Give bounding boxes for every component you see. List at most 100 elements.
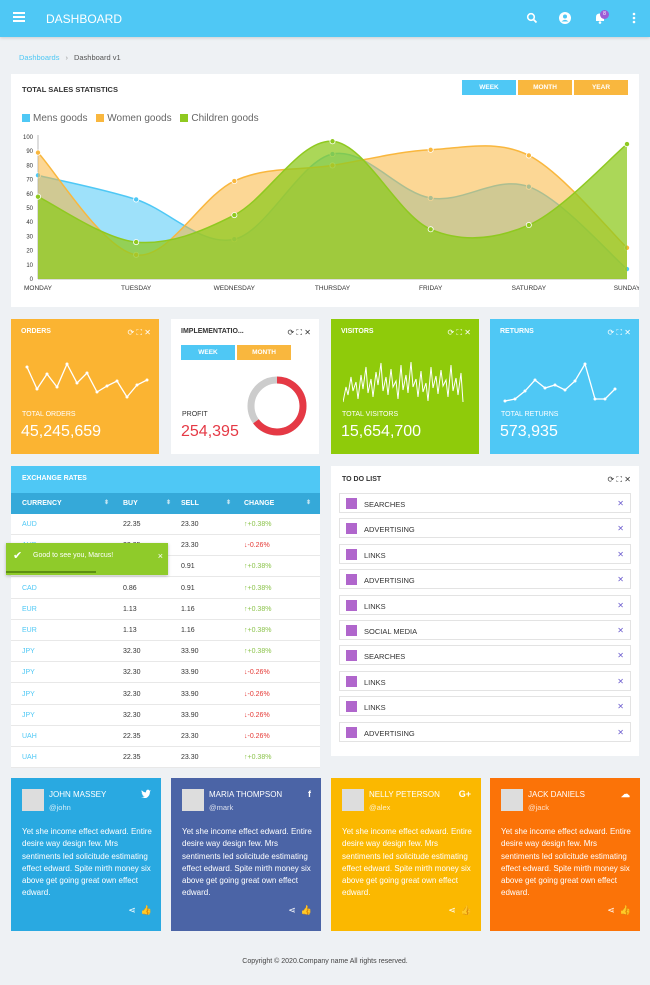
todo-checkbox[interactable] (346, 701, 357, 713)
delete-icon[interactable]: ✕ (617, 575, 624, 585)
data-point[interactable] (133, 239, 140, 246)
delete-icon[interactable]: ✕ (617, 651, 624, 661)
card-controls[interactable]: ⟳ ⛶ ✕ (287, 328, 311, 337)
sort-icon[interactable]: ⬍ (104, 500, 110, 506)
tab-year[interactable]: YEAR (574, 80, 628, 95)
todo-checkbox[interactable] (346, 574, 357, 586)
toast-close-button[interactable]: × (157, 551, 163, 561)
data-point[interactable] (133, 196, 140, 203)
todo-item[interactable]: ADVERTISING ✕ (339, 721, 631, 742)
card-controls[interactable]: ⟳ ⛶ ✕ (127, 328, 151, 337)
search-icon[interactable] (525, 11, 539, 25)
data-point[interactable] (34, 193, 41, 200)
data-point[interactable] (427, 146, 434, 153)
todo-checkbox[interactable] (346, 625, 357, 636)
delete-icon[interactable]: ✕ (617, 524, 624, 534)
data-point[interactable] (624, 141, 631, 148)
delete-icon[interactable]: ✕ (617, 499, 624, 508)
currency-cell[interactable]: EUR (22, 627, 37, 634)
arrow-up-icon: ↑ (244, 584, 248, 592)
todo-item[interactable]: LINKS ✕ (339, 670, 631, 691)
todo-item[interactable]: SOCIAL MEDIA ✕ (339, 620, 631, 640)
data-point[interactable] (34, 149, 41, 156)
delete-icon[interactable]: ✕ (617, 676, 624, 686)
like-icon[interactable]: 👍 (300, 905, 312, 915)
tab-month[interactable]: MONTH (518, 80, 572, 95)
delete-icon[interactable]: ✕ (617, 702, 624, 712)
legend-item-mens[interactable]: Mens goods (22, 113, 87, 124)
todo-checkbox[interactable] (346, 523, 357, 535)
delete-icon[interactable]: ✕ (617, 600, 624, 610)
todo-item[interactable]: ADVERTISING ✕ (339, 518, 631, 539)
todo-checkbox[interactable] (346, 548, 357, 560)
col-buy[interactable]: BUY (123, 500, 138, 507)
col-sell[interactable]: SELL (181, 500, 199, 507)
todo-checkbox[interactable] (346, 726, 357, 738)
todo-item[interactable]: LINKS ✕ (339, 696, 631, 717)
data-point[interactable] (231, 212, 238, 219)
todo-item[interactable]: SEARCHES ✕ (339, 493, 631, 513)
tab-week[interactable]: WEEK (462, 80, 516, 95)
like-icon[interactable]: 👍 (460, 905, 472, 915)
data-point[interactable] (525, 222, 532, 229)
delete-icon[interactable]: ✕ (617, 626, 624, 635)
google-plus-icon[interactable]: G+ (458, 789, 471, 799)
currency-cell[interactable]: AUD (22, 521, 37, 528)
currency-cell[interactable]: CAD (22, 584, 37, 592)
card-controls[interactable]: ⟳ ⛶ ✕ (607, 328, 631, 337)
profit-value: 254,395 (181, 423, 239, 440)
card-controls[interactable]: ⟳ ⛶ ✕ (607, 475, 631, 484)
facebook-icon[interactable]: f (308, 789, 311, 799)
currency-cell[interactable]: UAH (22, 733, 37, 740)
data-point[interactable] (231, 178, 238, 185)
currency-cell[interactable]: EUR (22, 605, 37, 613)
imp-tab-week[interactable]: WEEK (181, 345, 235, 360)
share-icon[interactable]: ⋖ (128, 905, 136, 915)
todo-checkbox[interactable] (346, 650, 357, 662)
todo-checkbox[interactable] (346, 599, 357, 611)
sort-icon[interactable]: ⬍ (306, 500, 312, 506)
todo-item[interactable]: LINKS ✕ (339, 594, 631, 615)
like-icon[interactable]: 👍 (619, 905, 631, 915)
data-point[interactable] (329, 138, 336, 145)
currency-cell[interactable]: JPY (22, 711, 35, 719)
legend-item-women[interactable]: Women goods (96, 113, 172, 124)
todo-item[interactable]: SEARCHES ✕ (339, 645, 631, 666)
more-vert-icon[interactable] (627, 11, 641, 25)
col-currency[interactable]: CURRENCY (22, 500, 62, 507)
like-icon[interactable]: 👍 (140, 905, 152, 915)
currency-cell[interactable]: UAH (22, 754, 37, 762)
todo-checkbox[interactable] (346, 675, 357, 687)
todo-item[interactable]: ADVERTISING ✕ (339, 569, 631, 590)
data-point[interactable] (427, 226, 434, 233)
currency-cell[interactable]: JPY (22, 648, 35, 656)
account-icon[interactable] (558, 11, 572, 25)
social-handle[interactable]: @mark (209, 803, 234, 812)
imp-tab-month[interactable]: MONTH (237, 345, 291, 360)
todo-item[interactable]: LINKS ✕ (339, 543, 631, 564)
todo-checkbox[interactable] (346, 498, 357, 509)
todo-label: LINKS (364, 550, 386, 560)
change-cell: ↑+0.38% (244, 648, 272, 656)
share-icon[interactable]: ⋖ (448, 905, 456, 915)
share-icon[interactable]: ⋖ (607, 905, 615, 915)
currency-cell[interactable]: JPY (22, 669, 35, 677)
delete-icon[interactable]: ✕ (617, 727, 624, 737)
social-handle[interactable]: @alex (369, 803, 391, 812)
sell-cell: 33.90 (181, 690, 199, 698)
currency-cell[interactable]: JPY (22, 690, 35, 698)
card-controls[interactable]: ⟳ ⛶ ✕ (447, 328, 471, 337)
soundcloud-icon[interactable]: ☁ (621, 789, 630, 799)
social-handle[interactable]: @john (49, 803, 71, 812)
breadcrumb-root[interactable]: Dashboards (19, 53, 60, 62)
delete-icon[interactable]: ✕ (617, 549, 624, 559)
social-handle[interactable]: @jack (528, 803, 549, 812)
menu-icon[interactable] (13, 12, 25, 22)
legend-item-children[interactable]: Children goods (180, 113, 259, 124)
data-point[interactable] (525, 152, 532, 159)
col-change[interactable]: CHANGE (244, 500, 275, 507)
sort-icon[interactable]: ⬍ (166, 500, 172, 506)
share-icon[interactable]: ⋖ (288, 905, 296, 915)
twitter-icon[interactable] (141, 789, 151, 800)
sort-icon[interactable]: ⬍ (226, 500, 232, 506)
